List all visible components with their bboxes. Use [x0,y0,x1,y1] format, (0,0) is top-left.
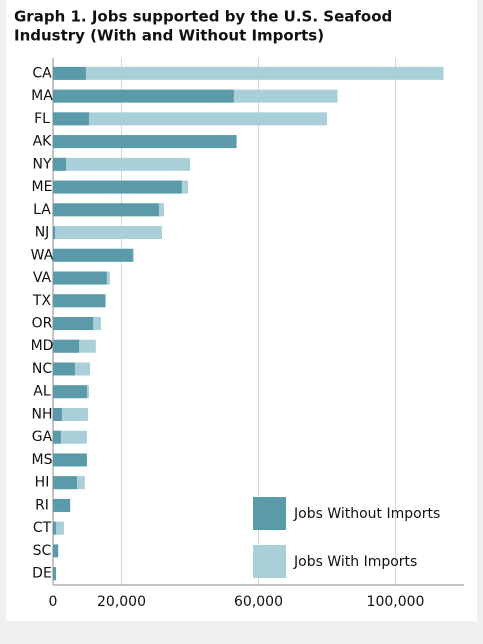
bar [53,66,444,80]
panel [6,0,477,621]
bar [53,180,182,194]
legend-swatch [253,497,286,530]
y-tick-label: OR [32,316,53,332]
x-tick-label: 60,000 [234,594,283,610]
y-tick-label: MS [32,452,53,468]
bar [53,453,87,467]
y-tick-label: NC [32,361,52,377]
legend-label: Jobs Without Imports [293,506,440,522]
y-tick-label: NJ [35,225,50,241]
y-tick-label: AL [33,384,51,400]
y-tick-label: WA [31,247,54,263]
bar [53,430,61,444]
bar [53,294,106,308]
y-tick-label: LA [33,202,51,218]
bar [53,521,57,535]
bar [53,157,190,171]
bar [53,362,75,376]
bar [53,521,64,535]
y-tick-label: VA [33,270,52,286]
bar [53,476,77,490]
y-tick-label: SC [33,543,52,559]
y-tick-label: NH [32,406,53,422]
bar [53,226,56,240]
legend-label: Jobs With Imports [293,554,417,570]
y-tick-label: HI [35,475,50,491]
bar [53,89,234,103]
y-tick-label: RI [35,497,49,513]
y-tick-label: NY [32,156,51,172]
y-tick-label: DE [32,566,52,582]
bar [53,544,59,558]
bar [53,567,57,581]
y-tick-label: TX [32,293,52,309]
bar [53,271,107,285]
bar [53,498,71,512]
bar [53,407,62,421]
x-tick-label: 0 [49,594,58,610]
legend-swatch [253,545,286,578]
bar [53,203,159,217]
y-tick-label: MA [31,88,53,104]
y-tick-label: CA [32,65,52,81]
y-tick-label: FL [34,111,50,127]
chart-title: Industry (With and Without Imports) [14,27,324,45]
x-tick-label: 20,000 [97,594,146,610]
y-tick-label: AK [33,134,53,150]
bar [53,248,133,262]
y-tick-label: CT [33,520,52,536]
bar [53,112,327,126]
bar [53,339,80,353]
bar [53,226,162,240]
bar [53,112,89,126]
bar [53,430,87,444]
y-tick-label: GA [32,429,53,445]
bar [53,385,87,399]
bar [53,317,94,330]
bar [53,135,237,149]
bar [53,157,67,171]
chart-title: Graph 1. Jobs supported by the U.S. Seaf… [14,8,392,26]
y-tick-label: MD [31,338,54,354]
y-tick-label: ME [32,179,53,195]
bar [53,66,86,80]
x-tick-label: 100,000 [367,594,425,610]
